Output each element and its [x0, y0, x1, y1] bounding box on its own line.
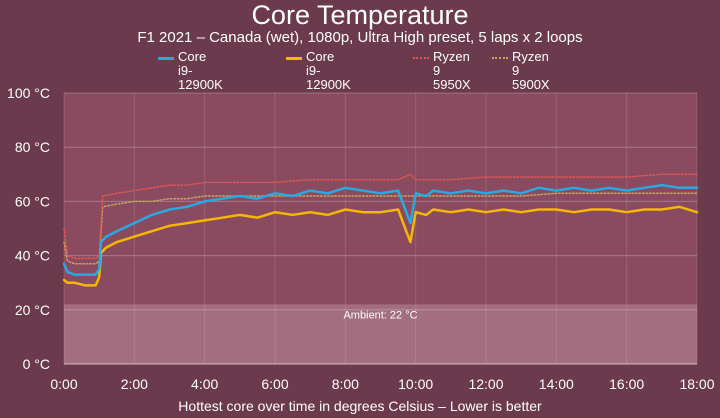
x-tick-label: 6:00: [261, 376, 288, 392]
y-tick-label: 100 °C: [7, 85, 50, 101]
x-tick-label: 18:00: [679, 376, 714, 392]
x-tick-label: 0:00: [50, 376, 77, 392]
legend-swatch-p-cores: [158, 57, 174, 60]
x-tick-label: 16:00: [609, 376, 644, 392]
x-axis-label: Hottest core over time in degrees Celsiu…: [178, 398, 542, 414]
x-tick-label: 2:00: [121, 376, 148, 392]
x-tick-label: 14:00: [539, 376, 574, 392]
legend-swatch-ryzen-5900x: [492, 57, 508, 59]
ambient-band: [64, 304, 697, 364]
chart-title: Core Temperature: [251, 0, 469, 30]
series-line-e-cores: [62, 205, 699, 287]
x-tick-label: 8:00: [332, 376, 359, 392]
series-line-ryzen-5950x: [63, 173, 698, 260]
legend-swatch-e-cores: [286, 57, 302, 60]
legend-swatch-ryzen-5950x: [413, 57, 429, 59]
y-tick-label: 80 °C: [15, 139, 50, 155]
chart-subtitle: F1 2021 – Canada (wet), 1080p, Ultra Hig…: [137, 29, 583, 46]
series-line-p-cores: [62, 183, 699, 276]
x-tick-label: 4:00: [191, 376, 218, 392]
x-tick-label: 12:00: [468, 376, 503, 392]
y-tick-label: 20 °C: [15, 302, 50, 318]
legend-label-ryzen-5950x: Ryzen 9 5950X: [433, 49, 471, 92]
y-tick-label: 0 °C: [23, 356, 50, 372]
y-tick-label: 60 °C: [15, 193, 50, 209]
y-tick-label: 40 °C: [15, 248, 50, 264]
legend-label-ryzen-5900x: Ryzen 9 5900X: [512, 49, 550, 92]
ambient-label: Ambient: 22 °C: [343, 309, 417, 321]
x-tick-label: 10:00: [398, 376, 433, 392]
